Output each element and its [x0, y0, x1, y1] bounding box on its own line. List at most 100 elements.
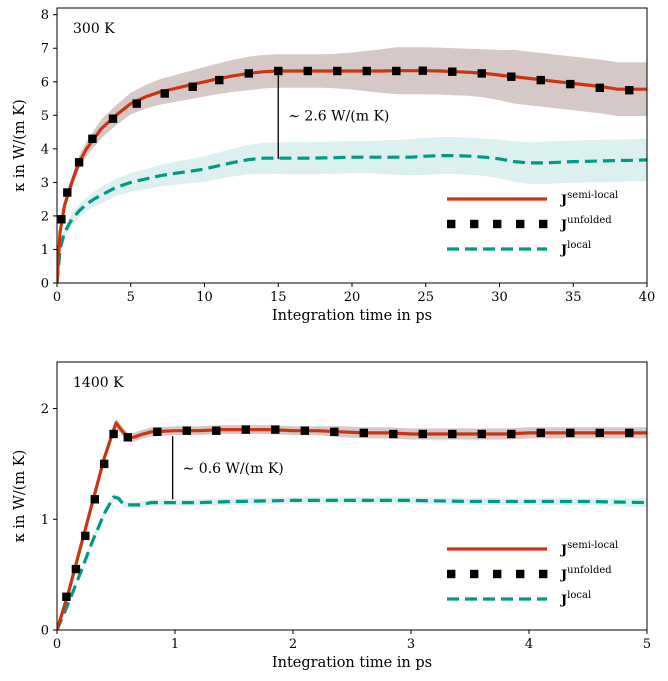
unfolded-marker	[63, 188, 72, 197]
x-tick-label: 10	[196, 290, 213, 305]
unfolded-marker	[188, 82, 197, 91]
unfolded-marker	[300, 426, 309, 435]
unfolded-marker	[132, 99, 141, 108]
unfolded-marker	[160, 89, 169, 98]
unfolded-marker	[88, 134, 97, 143]
unfolded-marker	[182, 426, 191, 435]
x-tick-label: 5	[127, 290, 135, 305]
y-tick-label: 8	[41, 8, 49, 23]
legend-label: Jsemi-local	[560, 540, 618, 558]
y-tick-label: 1	[41, 513, 49, 528]
unfolded-marker	[392, 66, 401, 76]
legend-label-base: J	[560, 593, 567, 608]
legend-swatch-unfolded	[470, 219, 479, 229]
chart-panel-2: ∼ 0.6 W/(m K) 1400 K 0 1 2 3 4 5 0 1 2 Integration …	[12, 361, 651, 671]
unfolded-marker	[359, 428, 368, 438]
legend-label-base: J	[560, 543, 567, 558]
legend-label: Jlocal	[560, 240, 591, 258]
unfolded-marker	[108, 114, 118, 123]
unfolded-marker	[566, 428, 575, 438]
unfolded-marker	[62, 592, 71, 601]
legend-swatch-unfolded	[539, 569, 548, 579]
x-tick-label: 25	[417, 290, 434, 305]
x-tick-label: 1	[171, 637, 179, 652]
y-tick-label: 5	[41, 109, 49, 124]
unfolded-marker	[625, 428, 634, 438]
unfolded-marker	[536, 428, 545, 438]
local-uncertainty-band	[57, 137, 647, 283]
legend-label: Junfolded	[560, 565, 612, 583]
unfolded-marker	[57, 215, 66, 224]
unfolded-marker	[241, 425, 250, 434]
annotation-label: ∼ 0.6 W/(m K)	[183, 461, 284, 477]
unfolded-marker	[418, 429, 427, 439]
x-tick-label: 30	[491, 290, 508, 305]
x-tick-label: 4	[525, 637, 533, 652]
y-tick-label: 7	[41, 42, 49, 57]
unfolded-marker	[477, 69, 486, 78]
unfolded-marker	[215, 75, 224, 85]
unfolded-marker	[448, 67, 457, 76]
x-tick-label: 0	[53, 637, 61, 652]
legend-swatch-unfolded	[447, 569, 456, 579]
series-line-local	[57, 495, 647, 630]
unfolded-marker	[507, 429, 516, 439]
unfolded-marker	[274, 66, 283, 76]
y-tick-label: 4	[41, 142, 49, 157]
legend-label: Junfolded	[560, 215, 612, 233]
plot-area	[57, 47, 647, 283]
x-tick-label: 40	[639, 290, 656, 305]
unfolded-marker	[330, 427, 339, 436]
legend-swatch-unfolded	[470, 569, 479, 579]
unfolded-marker	[123, 433, 132, 442]
legend-swatch-unfolded	[539, 219, 548, 229]
unfolded-marker	[566, 79, 575, 89]
plot-area	[57, 418, 647, 630]
x-tick-label: 2	[289, 637, 297, 652]
local-uncertainty-band	[57, 493, 647, 630]
legend-swatch-unfolded	[493, 219, 502, 229]
unfolded-marker	[100, 459, 109, 469]
legend-swatch-unfolded	[516, 219, 525, 229]
legend-swatch-unfolded	[493, 569, 502, 579]
unfolded-marker	[507, 72, 516, 81]
unfolded-marker	[389, 429, 398, 439]
x-axis-label: Integration time in ps	[272, 308, 432, 324]
unfolded-marker	[595, 83, 604, 92]
y-tick-label: 1	[41, 243, 49, 258]
unfolded-marker	[418, 66, 427, 75]
series-line-semi-local	[57, 421, 647, 630]
y-tick-label: 6	[41, 75, 49, 90]
x-tick-label: 5	[643, 637, 651, 652]
unfolded-marker	[595, 428, 604, 438]
y-axis-label: κ in W/(m K)	[12, 99, 28, 192]
x-tick-label: 3	[407, 637, 415, 652]
unfolded-marker	[477, 429, 486, 439]
semi-uncertainty-band	[57, 47, 647, 283]
y-tick-label: 3	[41, 176, 49, 191]
legend-label-base: J	[560, 243, 567, 258]
unfolded-marker	[153, 427, 162, 436]
unfolded-marker	[244, 69, 253, 78]
legend-label: Jsemi-local	[560, 190, 618, 208]
legend-swatch-unfolded	[516, 569, 525, 579]
unfolded-marker	[212, 426, 221, 435]
y-tick-label: 0	[41, 624, 49, 639]
x-tick-label: 0	[53, 290, 61, 305]
unfolded-marker	[74, 158, 84, 167]
y-tick-label: 0	[41, 277, 49, 292]
legend-label-superscript: local	[567, 240, 591, 251]
unfolded-marker	[271, 425, 280, 434]
annotation-label: ∼ 2.6 W/(m K)	[288, 108, 389, 124]
unfolded-marker	[448, 429, 457, 439]
legend-label-superscript: unfolded	[567, 215, 612, 226]
unfolded-marker	[71, 564, 81, 574]
series-line-local	[57, 154, 647, 283]
unfolded-marker	[109, 429, 118, 439]
panel-label: 1400 K	[73, 375, 124, 391]
unfolded-marker	[362, 66, 371, 76]
unfolded-marker	[81, 531, 90, 541]
semi-uncertainty-band	[57, 418, 647, 630]
axes-frame	[56, 361, 648, 631]
